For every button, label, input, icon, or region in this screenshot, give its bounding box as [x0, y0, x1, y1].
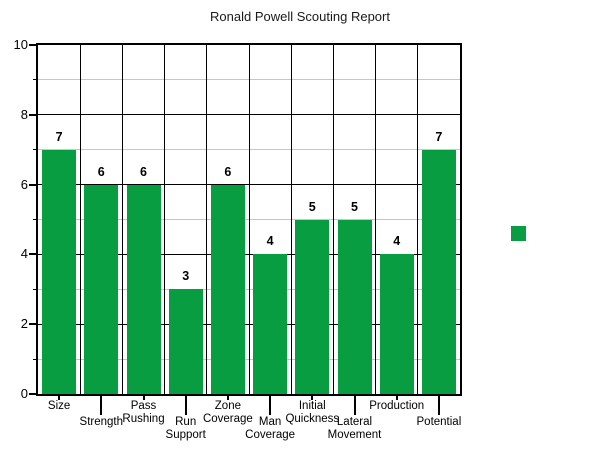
y-axis-minor-tick	[33, 79, 38, 81]
y-axis-label: 2	[20, 316, 28, 332]
bar	[379, 254, 414, 394]
bar	[253, 254, 288, 394]
x-axis-label: Potential	[416, 416, 462, 428]
y-axis-label: 8	[20, 106, 28, 122]
bar	[295, 219, 330, 394]
x-axis-tick	[100, 394, 103, 415]
y-axis-tick	[29, 44, 36, 46]
bar-value-label: 7	[435, 129, 443, 144]
bar-value-label: 4	[393, 234, 401, 249]
y-axis-label: 6	[20, 176, 28, 192]
y-axis-tick	[29, 393, 36, 395]
x-axis-tick	[184, 394, 187, 415]
bar	[168, 289, 203, 394]
gridline-v	[375, 45, 377, 394]
bar	[126, 184, 161, 394]
legend-swatch-icon	[511, 226, 526, 241]
x-axis-tick	[58, 394, 61, 400]
y-axis-minor-tick	[33, 288, 38, 290]
y-axis-minor-tick	[33, 149, 38, 151]
gridline-v	[417, 45, 419, 394]
gridline-v	[121, 45, 123, 394]
x-axis-tick	[269, 394, 272, 415]
x-axis-label: Size	[47, 400, 71, 412]
y-axis-tick	[29, 183, 36, 186]
bar-value-label: 6	[140, 164, 147, 179]
bar	[42, 149, 77, 394]
x-axis-tick	[311, 394, 314, 400]
bar-value-label: 6	[97, 164, 105, 179]
x-axis-label: Zone Coverage	[202, 400, 253, 425]
bar	[84, 184, 119, 394]
gridline-v	[206, 45, 208, 394]
x-axis-tick	[353, 394, 356, 415]
y-axis-label: 4	[20, 246, 28, 262]
y-axis-minor-tick	[33, 358, 38, 360]
gridline-v	[290, 45, 292, 394]
bar-value-label: 6	[224, 164, 232, 179]
y-axis-tick	[29, 323, 36, 326]
bar-value-label: 3	[182, 269, 190, 284]
x-axis-label: Pass Rushing	[122, 400, 165, 425]
x-axis-label: Run Support	[165, 416, 206, 441]
x-axis-label: Production	[369, 400, 425, 412]
legend	[511, 226, 526, 241]
bar-value-label: 5	[351, 199, 358, 214]
x-axis-tick	[142, 394, 145, 400]
y-axis-tick	[29, 253, 36, 256]
y-axis-label: 0	[20, 386, 28, 401]
y-axis-label: 10	[13, 37, 28, 52]
y-axis-tick	[29, 113, 36, 116]
x-axis-tick	[437, 394, 440, 415]
x-axis-tick	[226, 394, 229, 400]
bar-value-label: 4	[266, 234, 274, 249]
gridline-v	[332, 45, 334, 394]
x-axis-label: Man Coverage	[245, 416, 296, 441]
chart-title: Ronald Powell Scouting Report	[210, 9, 390, 24]
y-axis-minor-tick	[33, 219, 38, 220]
plot-area: 7 6 6 3 6 4 5 5 4 7	[36, 43, 462, 396]
gridline-v	[79, 45, 81, 394]
bar-value-label: 5	[308, 199, 316, 214]
x-axis-label: Lateral Movement	[327, 416, 382, 441]
bar	[210, 184, 245, 394]
bar-value-label: 7	[55, 129, 63, 144]
x-axis-label: Initial Quickness	[285, 400, 340, 425]
gridline-v	[164, 45, 166, 394]
bar	[421, 149, 456, 394]
x-axis-tick	[395, 394, 398, 400]
gridline-v	[248, 45, 250, 394]
x-axis-label: Strength	[79, 416, 124, 428]
bar	[337, 219, 372, 394]
